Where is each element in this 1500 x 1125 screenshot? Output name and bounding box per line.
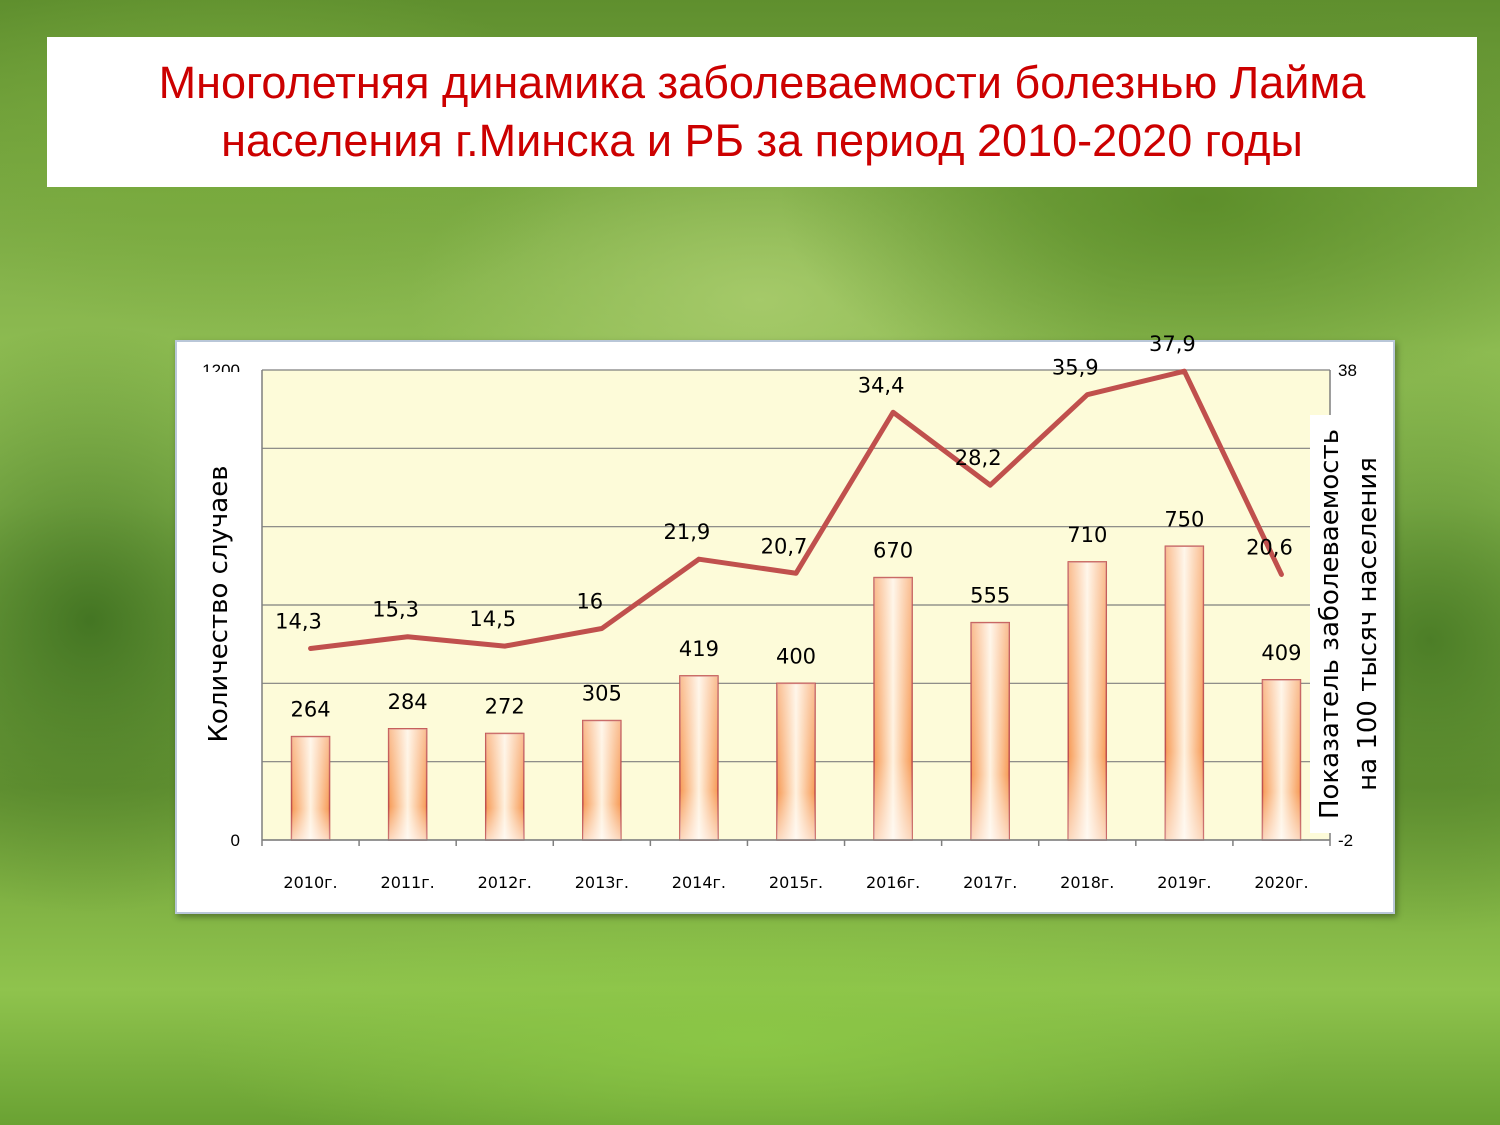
y-tick-label-bottom: 0 <box>231 831 240 850</box>
line-data-labels: 14,3 15,3 14,5 16 21,9 20,7 34,4 28,2 35,9 37,9 20… <box>275 332 1293 633</box>
x-tick-label: 2019г. <box>1157 873 1211 892</box>
y2-axis-title-line-1: Показатель заболеваемость <box>1315 429 1345 819</box>
x-tick-label: 2016г. <box>866 873 920 892</box>
y2-axis-title-line-2: на 100 тысяч населения <box>1353 457 1383 791</box>
bar-value-label: 555 <box>970 584 1010 608</box>
line-value-label: 21,9 <box>664 520 711 544</box>
bar-value-label: 305 <box>582 682 622 706</box>
bar-value-label: 400 <box>776 644 816 668</box>
y-axis-title-panel <box>191 372 243 832</box>
title-box: Многолетняя динамика заболеваемости боле… <box>47 37 1477 187</box>
x-tick-label: 2020г. <box>1254 873 1308 892</box>
bar-value-label: 670 <box>873 539 913 563</box>
x-tick-label: 2015г. <box>769 873 823 892</box>
x-tick-label: 2011г. <box>381 873 435 892</box>
x-tick-label: 2012г. <box>478 873 532 892</box>
line-value-label: 37,9 <box>1149 332 1196 356</box>
bar-highlight <box>679 675 718 840</box>
line-value-label: 35,9 <box>1052 356 1099 380</box>
x-tick-label: 2014г. <box>672 873 726 892</box>
x-tick-label: 2010г. <box>283 873 337 892</box>
line-value-label: 34,4 <box>858 373 905 397</box>
bar-value-label: 272 <box>485 694 525 718</box>
bar-value-label: 409 <box>1261 641 1301 665</box>
x-tick-labels: 2010г. 2011г. 2012г. 2013г. 2014г. 2015г. 2016… <box>283 873 1308 892</box>
x-tick-label: 2017г. <box>963 873 1017 892</box>
bar-highlight <box>1262 679 1301 840</box>
bar-value-label: 750 <box>1164 507 1204 531</box>
bar-highlight <box>291 736 330 840</box>
chart-title-line-1: Многолетняя динамика заболеваемости боле… <box>158 57 1366 108</box>
bar-highlight <box>582 720 621 840</box>
bar-data-labels: 264 284 272 305 419 400 670 555 710 750 409 <box>290 507 1301 721</box>
bar-highlight <box>874 577 913 840</box>
bars <box>290 545 1302 841</box>
x-tick-label: 2018г. <box>1060 873 1114 892</box>
bar-value-label: 264 <box>290 698 330 722</box>
line-value-label: 20,6 <box>1246 535 1293 559</box>
y2-tick-label-bottom: -2 <box>1338 831 1353 850</box>
bar-value-label: 419 <box>679 637 719 661</box>
y2-tick-label-top: 38 <box>1338 361 1357 380</box>
line-value-label: 20,7 <box>761 534 808 558</box>
line-value-label: 14,5 <box>469 607 516 631</box>
incidence-rate-line <box>308 368 1284 651</box>
bar-highlight <box>388 728 427 840</box>
bar-value-label: 710 <box>1067 523 1107 547</box>
bar-highlight <box>485 733 524 840</box>
line-value-label: 15,3 <box>372 598 419 622</box>
bar-highlight <box>1165 546 1204 840</box>
bar-value-label: 284 <box>388 690 428 714</box>
bar-highlight <box>777 683 815 840</box>
line-value-label: 16 <box>576 590 603 614</box>
y2-axis-title-panel <box>1310 415 1378 833</box>
line-value-label: 14,3 <box>275 609 322 633</box>
line-value-label: 28,2 <box>955 446 1002 470</box>
bar-highlight <box>1068 561 1107 840</box>
bar-highlight <box>971 622 1010 840</box>
x-tick-label: 2013г. <box>575 873 629 892</box>
chart-title-line-2: населения г.Минска и РБ за период 2010-2… <box>221 115 1303 166</box>
y-axis-title: Количество случаев <box>204 465 234 742</box>
